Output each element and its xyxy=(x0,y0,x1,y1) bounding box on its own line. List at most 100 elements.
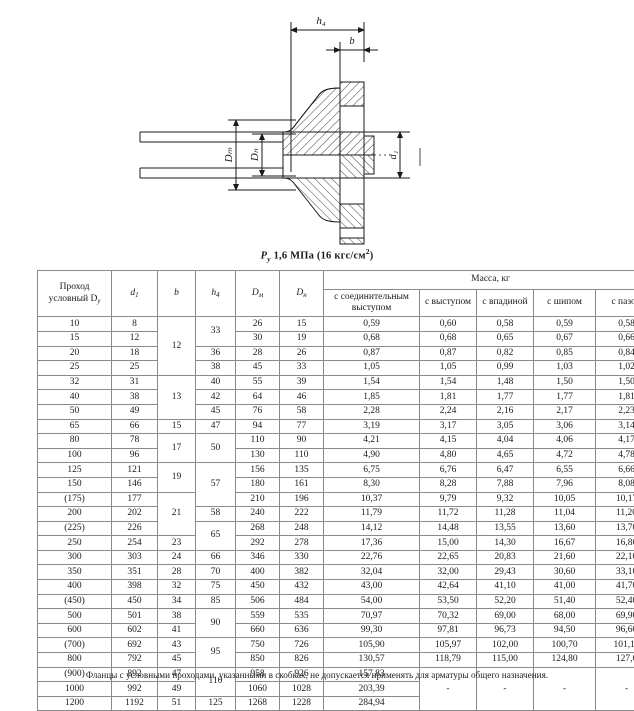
cell-mass-slot: 10,17 xyxy=(596,492,634,507)
cell-b: 38 xyxy=(158,609,196,624)
cell-dm: 850 xyxy=(236,653,280,668)
cell-mass-connecting-protrusion: 43,00 xyxy=(324,580,420,595)
column-header-dy-line2: условный D xyxy=(49,294,98,304)
cell-mass-slot: 1,81 xyxy=(596,390,634,405)
cell-h4: 36 xyxy=(196,346,236,361)
label-Dm: Dₘ xyxy=(223,147,235,163)
cell-mass-protrusion: 97,81 xyxy=(420,623,477,638)
column-header-dm: Dм xyxy=(236,271,280,317)
cell-mass-protrusion: 70,32 xyxy=(420,609,477,624)
cell-mass-tongue: 13,60 xyxy=(534,521,596,536)
cell-dy: 600 xyxy=(38,623,112,638)
cell-dn: 33 xyxy=(280,361,324,376)
cell-h4: 58 xyxy=(196,507,236,522)
cell-b: 45 xyxy=(158,653,196,668)
cell-d1: 1192 xyxy=(112,696,158,711)
cell-dy: 200 xyxy=(38,507,112,522)
cell-dm: 94 xyxy=(236,419,280,434)
cell-mass-tongue: 41,00 xyxy=(534,580,596,595)
cell-mass-tongue: 0,67 xyxy=(534,331,596,346)
cell-dn: 726 xyxy=(280,638,324,653)
cell-dy: 50 xyxy=(38,404,112,419)
cell-dy: 1200 xyxy=(38,696,112,711)
cell-mass-slot: 11,20 xyxy=(596,507,634,522)
cell-mass-slot: 2,23 xyxy=(596,404,634,419)
cell-h4: 42 xyxy=(196,390,236,405)
cell-mass-connecting-protrusion: 32,04 xyxy=(324,565,420,580)
cell-d1: 450 xyxy=(112,594,158,609)
cell-b: 32 xyxy=(158,580,196,595)
cell-d1: 49 xyxy=(112,404,158,419)
cell-mass-protrusion: 42,64 xyxy=(420,580,477,595)
column-header-mass-connecting-protrusion: с соединительным выступом xyxy=(324,289,420,317)
cell-mass-connecting-protrusion: 1,05 xyxy=(324,361,420,376)
cell-dy: 500 xyxy=(38,609,112,624)
cell-d1: 66 xyxy=(112,419,158,434)
cell-mass-tongue: 10,05 xyxy=(534,492,596,507)
cell-mass-groove: 52,20 xyxy=(477,594,534,609)
cell-mass-groove: 2,16 xyxy=(477,404,534,419)
cell-mass-slot: 1,50 xyxy=(596,375,634,390)
cell-dn: 484 xyxy=(280,594,324,609)
cell-h4: 47 xyxy=(196,419,236,434)
cell-b: 15 xyxy=(158,419,196,434)
pressure-value: 1,6 МПа (16 кгс/см xyxy=(274,251,366,262)
cell-dm: 64 xyxy=(236,390,280,405)
cell-dn: 248 xyxy=(280,521,324,536)
cell-mass-groove: 20,83 xyxy=(477,550,534,565)
cell-dy: 25 xyxy=(38,361,112,376)
cell-d1: 121 xyxy=(112,463,158,478)
cell-mass-protrusion: 0,60 xyxy=(420,317,477,332)
cell-mass-slot: 127,6 xyxy=(596,653,634,668)
cell-mass-tongue: 30,60 xyxy=(534,565,596,580)
cell-dn: 161 xyxy=(280,477,324,492)
cell-mass-tongue: 3,06 xyxy=(534,419,596,434)
column-header-mass-slot: с пазом xyxy=(596,289,634,317)
cell-dy: 1000 xyxy=(38,682,112,697)
cell-dm: 210 xyxy=(236,492,280,507)
cell-h4: 40 xyxy=(196,375,236,390)
column-group-header-mass: Масса, кг xyxy=(324,271,634,290)
cell-h4: 75 xyxy=(196,580,236,595)
cell-dy: (175) xyxy=(38,492,112,507)
cell-h4: 65 xyxy=(196,521,236,550)
cell-mass-tongue: 124,80 xyxy=(534,653,596,668)
cell-mass-protrusion: 9,79 xyxy=(420,492,477,507)
cell-dm: 750 xyxy=(236,638,280,653)
cell-d1: 12 xyxy=(112,331,158,346)
cell-mass-protrusion: 2,24 xyxy=(420,404,477,419)
cell-dn: 432 xyxy=(280,580,324,595)
cell-dy: 20 xyxy=(38,346,112,361)
cell-dm: 130 xyxy=(236,448,280,463)
cell-mass-connecting-protrusion: 54,00 xyxy=(324,594,420,609)
cell-mass-slot: 4,17 xyxy=(596,434,634,449)
cell-dy: 150 xyxy=(38,477,112,492)
column-header-dy-line1: Проход xyxy=(60,282,90,292)
cell-dn: 15 xyxy=(280,317,324,332)
cell-mass-connecting-protrusion: 0,87 xyxy=(324,346,420,361)
cell-dy: 80 xyxy=(38,434,112,449)
cell-dn: 90 xyxy=(280,434,324,449)
cell-dn: 222 xyxy=(280,507,324,522)
cell-dn: 110 xyxy=(280,448,324,463)
cell-mass-slot: 13,70 xyxy=(596,521,634,536)
cell-mass-connecting-protrusion: 4,90 xyxy=(324,448,420,463)
cell-dm: 28 xyxy=(236,346,280,361)
cell-mass-groove: 13,55 xyxy=(477,521,534,536)
cell-mass-protrusion: 4,15 xyxy=(420,434,477,449)
cell-mass-groove: 3,05 xyxy=(477,419,534,434)
cell-d1: 78 xyxy=(112,434,158,449)
cell-mass-connecting-protrusion: 0,59 xyxy=(324,317,420,332)
cell-dy: 400 xyxy=(38,580,112,595)
cell-mass-connecting-protrusion: 2,28 xyxy=(324,404,420,419)
cell-dy: 100 xyxy=(38,448,112,463)
cell-mass-tongue: 1,77 xyxy=(534,390,596,405)
